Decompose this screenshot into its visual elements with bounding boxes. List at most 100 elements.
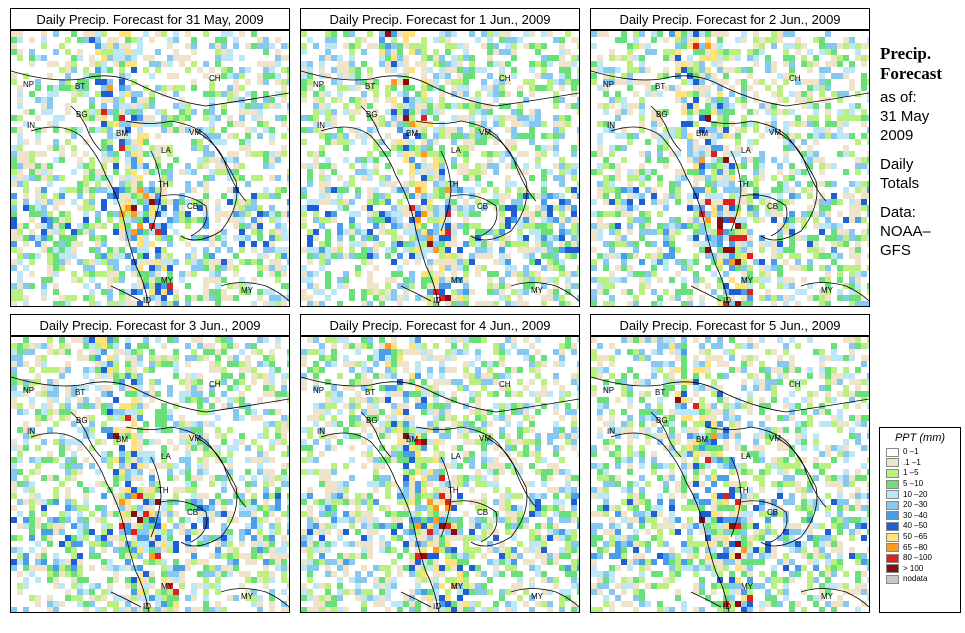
precip-cell: [861, 55, 867, 61]
precip-cell: [107, 85, 113, 91]
precip-cell: [101, 241, 107, 247]
precip-cell: [693, 187, 699, 193]
precip-cell: [239, 283, 245, 289]
precip-cell: [693, 235, 699, 241]
precip-cell: [287, 511, 289, 517]
precip-cell: [777, 85, 783, 91]
precip-cell: [451, 103, 457, 109]
precip-cell: [269, 151, 275, 157]
precip-cell: [275, 103, 281, 109]
precip-cell: [813, 139, 819, 145]
precip-cell: [741, 259, 747, 265]
precip-cell: [391, 145, 397, 151]
precip-cell: [155, 439, 161, 445]
precip-cell: [825, 295, 831, 301]
precip-cell: [233, 439, 239, 445]
precip-cell: [11, 493, 17, 499]
precip-cell: [101, 427, 107, 433]
precip-cell: [257, 271, 263, 277]
precip-cell: [639, 259, 645, 265]
precip-cell: [819, 43, 825, 49]
precip-cell: [179, 85, 185, 91]
precip-cell: [723, 283, 729, 289]
precip-cell: [511, 121, 517, 127]
precip-cell: [65, 505, 71, 511]
precip-cell: [101, 529, 107, 535]
precip-cell: [837, 133, 843, 139]
precip-cell: [89, 31, 95, 37]
precip-cell: [663, 193, 669, 199]
precip-cell: [499, 283, 505, 289]
precip-cell: [819, 133, 825, 139]
precip-cell: [215, 91, 221, 97]
precip-cell: [191, 487, 197, 493]
precip-cell: [173, 355, 179, 361]
precip-cell: [221, 295, 227, 301]
precip-cell: [813, 181, 819, 187]
precip-cell: [125, 73, 131, 79]
precip-cell: [125, 415, 131, 421]
precip-cell: [609, 97, 615, 103]
precip-cell: [415, 229, 421, 235]
precip-cell: [717, 37, 723, 43]
precip-cell: [819, 223, 825, 229]
precip-cell: [101, 559, 107, 565]
precip-cell: [125, 199, 131, 205]
precip-cell: [191, 337, 197, 343]
precip-cell: [553, 115, 559, 121]
precip-cell: [379, 241, 385, 247]
precip-cell: [197, 541, 203, 547]
precip-cell: [167, 61, 173, 67]
precip-cell: [197, 511, 203, 517]
precip-cell: [269, 409, 275, 415]
precip-cell: [529, 253, 535, 259]
precip-cell: [693, 121, 699, 127]
precip-cell: [313, 103, 319, 109]
precip-cell: [547, 193, 553, 199]
precip-cell: [523, 151, 529, 157]
precip-cell: [397, 271, 403, 277]
precip-cell: [107, 145, 113, 151]
precip-cell: [137, 547, 143, 553]
precip-cell: [663, 235, 669, 241]
precip-cell: [215, 277, 221, 283]
precip-cell: [343, 145, 349, 151]
precip-cell: [481, 247, 487, 253]
precip-cell: [729, 277, 735, 283]
country-code-vm: VM: [479, 128, 491, 137]
precip-cell: [421, 127, 427, 133]
precip-cell: [541, 199, 547, 205]
precip-cell: [415, 259, 421, 265]
precip-cell: [457, 163, 463, 169]
precip-cell: [403, 97, 409, 103]
precip-cell: [493, 259, 499, 265]
precip-cell: [795, 79, 801, 85]
precip-cell: [621, 187, 627, 193]
precip-cell: [825, 265, 831, 271]
precip-cell: [215, 337, 221, 343]
precip-cell: [191, 187, 197, 193]
precip-cell: [77, 205, 83, 211]
precip-cell: [95, 187, 101, 193]
precip-cell: [825, 61, 831, 67]
border-line: [610, 126, 717, 267]
precip-cell: [789, 277, 795, 283]
precip-cell: [541, 133, 547, 139]
precip-cell: [307, 241, 313, 247]
precip-cell: [107, 43, 113, 49]
precip-cell: [149, 217, 155, 223]
precip-cell: [403, 115, 409, 121]
precip-cell: [77, 349, 83, 355]
precip-cell: [137, 433, 143, 439]
precip-cell: [475, 109, 481, 115]
precip-cell: [559, 85, 565, 91]
precip-cell: [517, 247, 523, 253]
precip-cell: [281, 415, 287, 421]
precip-cell: [481, 187, 487, 193]
precip-cell: [125, 565, 131, 571]
precip-cell: [191, 385, 197, 391]
precip-cell: [125, 109, 131, 115]
precip-cell: [209, 115, 215, 121]
precip-cell: [35, 223, 41, 229]
precip-cell: [831, 259, 837, 265]
